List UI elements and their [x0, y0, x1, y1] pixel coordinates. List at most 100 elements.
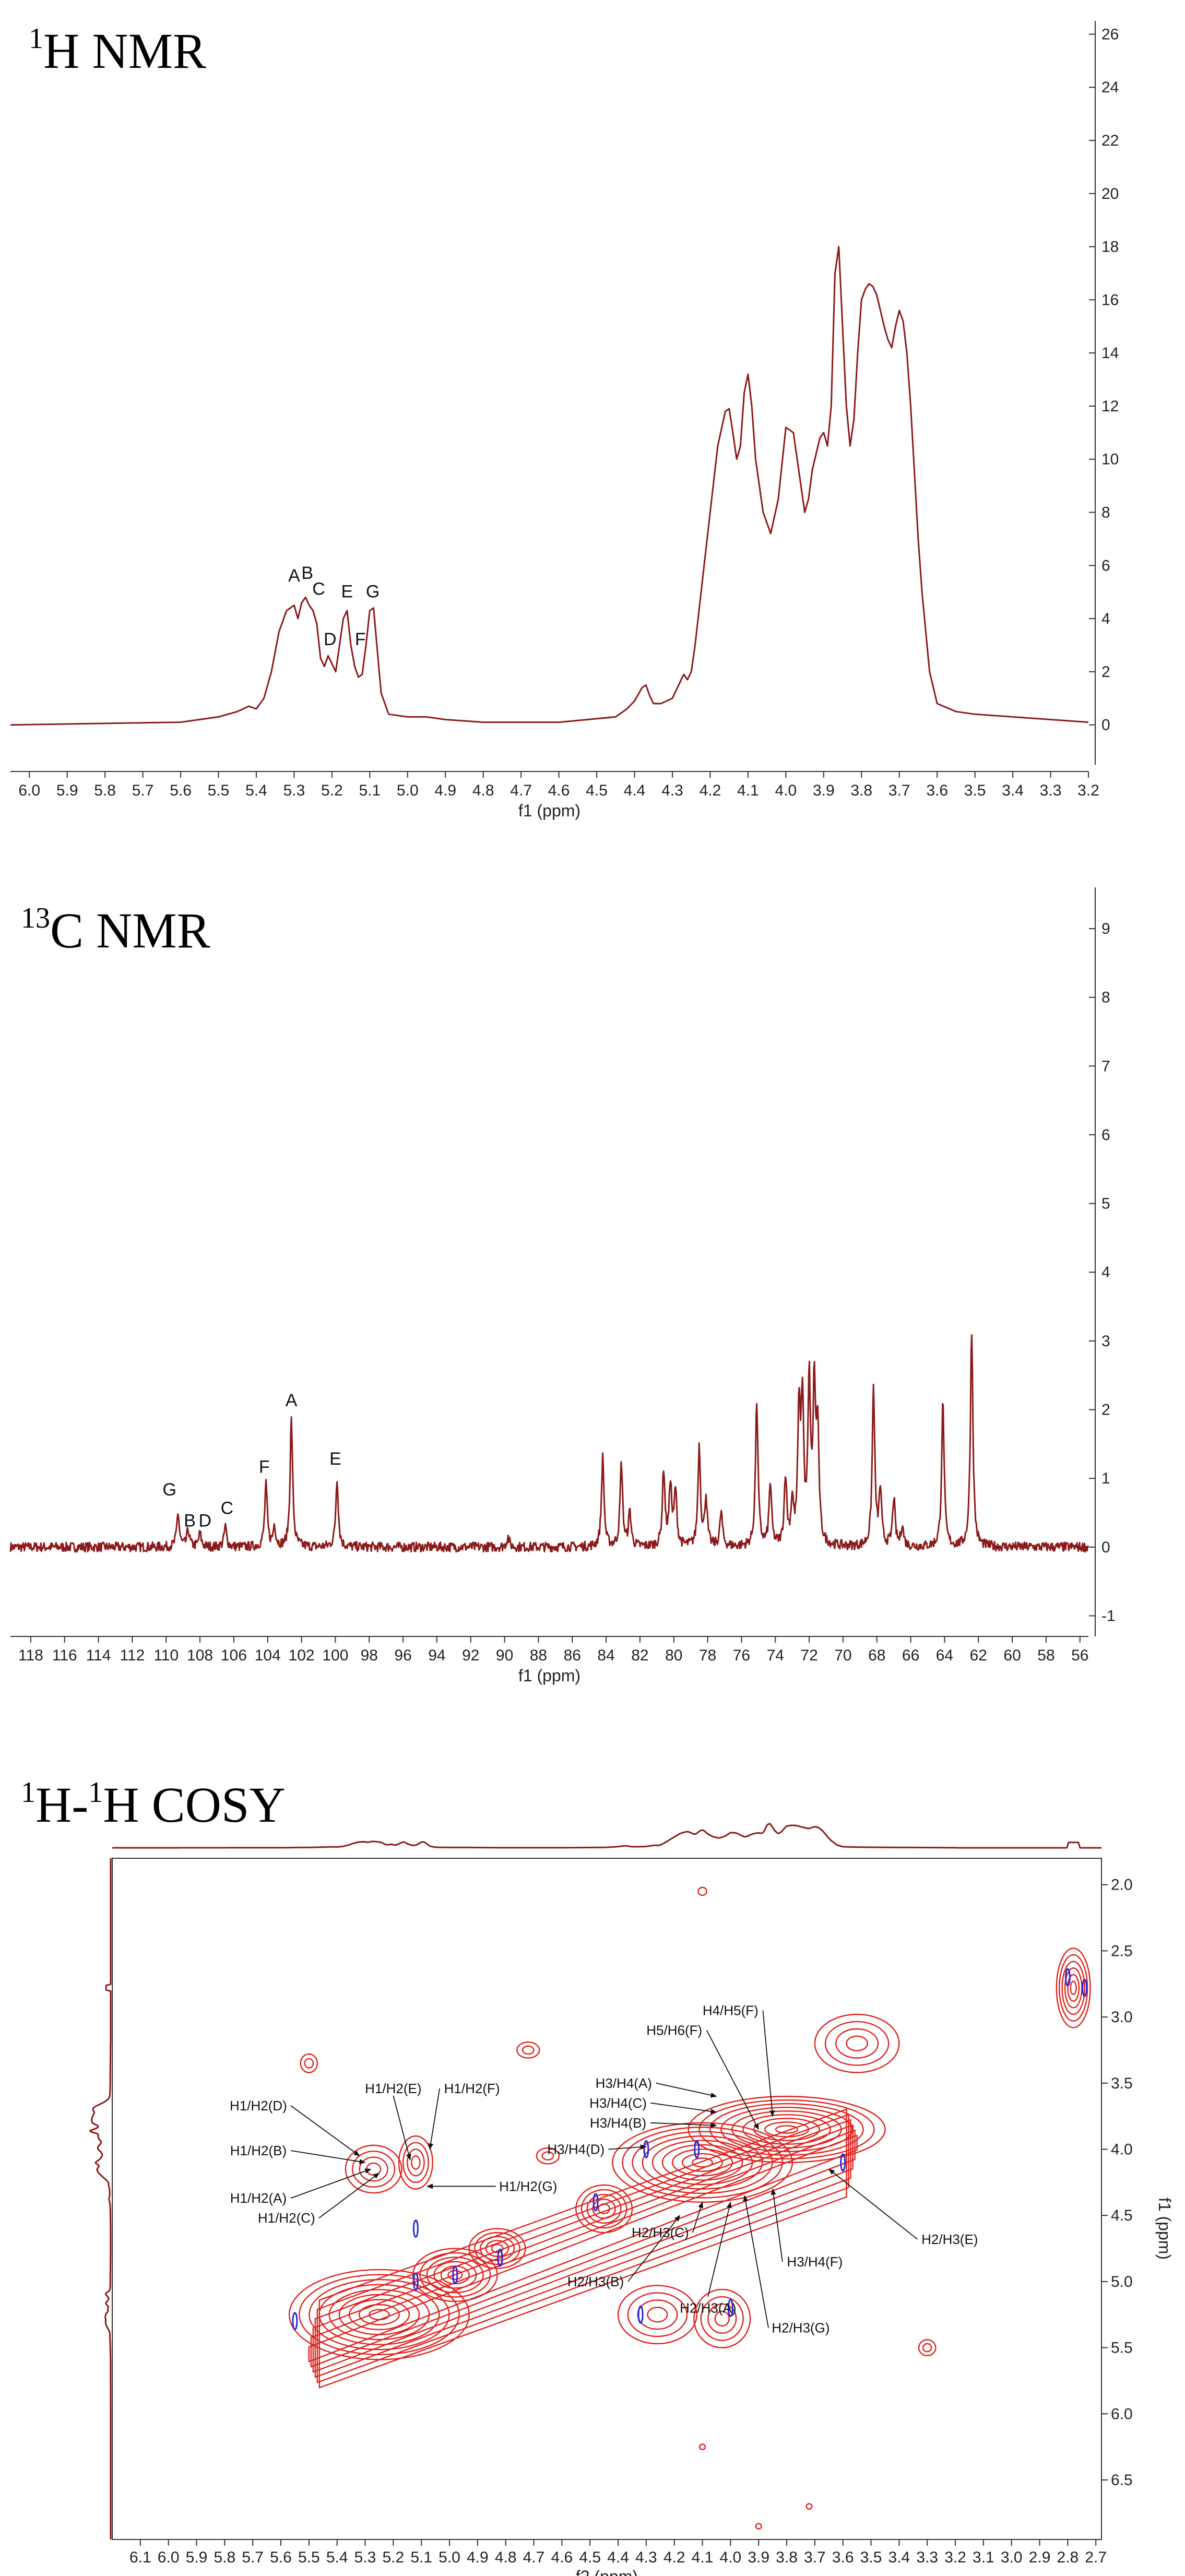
cosy-annotation-arrow	[318, 2173, 380, 2218]
cosy-negative-contour	[497, 2248, 503, 2267]
h_nmr-x-tick-label: 4.8	[472, 782, 494, 799]
cosy-annotation-label: H2/H3(G)	[772, 2320, 829, 2336]
cosy-x-tick-label: 4.0	[720, 2549, 742, 2566]
cosy-y-tick-label: 2.5	[1111, 1942, 1133, 1960]
c_nmr-x-tick-label: 118	[18, 1647, 43, 1664]
cosy-diagonal-peak-contour	[474, 2231, 520, 2265]
cosy-plot-frame	[112, 1858, 1102, 2540]
c_nmr-x-tick-label: 102	[289, 1647, 315, 1664]
h_nmr-y-tick-label: 22	[1101, 132, 1119, 149]
cosy-x-tick-label: 4.7	[523, 2549, 545, 2566]
cosy-diagonal-peak-contour	[309, 2279, 450, 2351]
h-nmr-title-superscript: 1	[29, 22, 43, 55]
h-nmr-peak-labels: A BC D E F G	[288, 563, 380, 649]
cosy-x-tick-label: 5.6	[270, 2549, 292, 2566]
cosy-annotation-arrow	[393, 2095, 411, 2160]
c_nmr-y-tick-label: 6	[1101, 1126, 1110, 1144]
h_nmr-x-tick-label: 3.3	[1040, 782, 1062, 799]
cosy-annotation-arrow	[706, 2030, 760, 2130]
cosy-annotation-label: H3/H4(B)	[590, 2115, 646, 2131]
cosy-diagonal-peak-contour	[688, 2095, 886, 2164]
cosy-diagonal-peak-contour	[433, 2261, 477, 2289]
c_nmr-x-tick-label: 56	[1071, 1647, 1088, 1664]
c_nmr-peak-label: E	[329, 1449, 341, 1469]
h_nmr-x-tick-label: 4.9	[434, 782, 456, 799]
cosy-x-tick-label: 5.2	[382, 2549, 404, 2566]
cosy-cross-peak-contour	[352, 2151, 396, 2188]
cosy-annotation-arrow	[428, 2088, 440, 2150]
cosy-cross-peak-contour	[835, 2028, 879, 2059]
c_nmr-x-tick-label: 94	[428, 1647, 445, 1664]
c_nmr-x-tick-label: 104	[255, 1647, 281, 1664]
cosy-diagonal-peak-contour	[671, 2148, 733, 2177]
h_nmr-y-tick-label: 20	[1101, 185, 1119, 203]
cosy-annotation-arrow	[762, 2010, 775, 2117]
h_nmr-x-tick-label: 5.8	[94, 782, 116, 799]
cosy-title: 1H-1H COSY	[21, 1776, 286, 1833]
cosy-x-tick-label: 5.8	[214, 2549, 235, 2566]
c-nmr-x-axis: 118 116 114 112 110 108 106 104 102 100 98 96 94 92 90…	[10, 1636, 1088, 1664]
h_nmr-x-tick-label: 4.6	[548, 782, 570, 799]
h-nmr-x-axis: 6.0 5.9 5.8 5.7 5.6 5.5 5.4 5.3 5.2 5.1 5.0 4.9 4.8 4…	[10, 771, 1099, 799]
cosy-cross-peak-contour	[345, 2144, 402, 2194]
cosy-x-tick-label: 3.4	[888, 2549, 910, 2566]
cosy-annotation-label: H3/H4(F)	[787, 2254, 843, 2270]
h_nmr-x-tick-label: 4.3	[661, 782, 683, 799]
c_nmr-x-tick-label: 72	[800, 1647, 817, 1664]
c-nmr-y-axis: -1 0 1 2 3 4 5 6 7 8 9	[1089, 887, 1116, 1636]
cosy-annotation-label: H1/H2(C)	[258, 2210, 315, 2226]
h_nmr-x-tick-label: 3.9	[813, 782, 835, 799]
cosy-x-tick-label: 4.8	[495, 2549, 517, 2566]
h_nmr-x-tick-label: 5.5	[208, 782, 230, 799]
cosy-x-tick-label: 5.9	[186, 2549, 208, 2566]
cosy-annotation-label: H3/H4(D)	[547, 2141, 605, 2157]
cosy-x-tick-label: 4.6	[551, 2549, 573, 2566]
h_nmr-peak-label: A	[288, 566, 300, 586]
cosy-y-tick-label: 4.5	[1111, 2207, 1133, 2224]
cosy-contours	[288, 1886, 1091, 2530]
c_nmr-y-tick-label: 9	[1101, 920, 1110, 937]
c_nmr-x-tick-label: 90	[496, 1647, 513, 1664]
h-nmr-title: 1H NMR	[29, 22, 206, 79]
c_nmr-x-tick-label: 78	[699, 1647, 716, 1664]
cosy-diagonal-peak-contour	[299, 2274, 460, 2356]
h_nmr-x-tick-label: 3.8	[850, 782, 872, 799]
h_nmr-x-tick-label: 4.7	[510, 782, 532, 799]
h-nmr-x-axis-label: f1 (ppm)	[518, 801, 580, 820]
h_nmr-y-tick-label: 14	[1101, 345, 1119, 362]
cosy-x-tick-label: 4.3	[635, 2549, 657, 2566]
h_nmr-y-tick-label: 2	[1101, 663, 1110, 681]
h_nmr-x-tick-label: 3.2	[1077, 782, 1099, 799]
c_nmr-x-tick-label: 58	[1037, 1647, 1054, 1664]
c_nmr-x-tick-label: 86	[564, 1647, 581, 1664]
cosy-negative-contour	[1082, 1978, 1088, 1997]
c_nmr-x-tick-label: 84	[597, 1647, 614, 1664]
cosy-x-tick-label: 3.3	[916, 2549, 938, 2566]
h_nmr-x-tick-label: 5.6	[170, 782, 192, 799]
cosy-annotation-arrow	[656, 2082, 717, 2098]
cosy-x-axis-label: f2 (ppm)	[576, 2567, 638, 2576]
cosy-cross-peak-contour	[359, 2156, 388, 2182]
cosy-diagonal-contour	[312, 2124, 854, 2373]
cosy-annotation-label: H1/H2(D)	[230, 2098, 287, 2114]
cosy-x-tick-label: 3.1	[973, 2549, 994, 2566]
cosy-cross-peak-contour	[922, 2343, 932, 2353]
cosy-diagonal-peak-contour	[661, 2144, 743, 2181]
h_nmr-peak-label: E	[341, 581, 353, 601]
cosy-negative-contour	[637, 2305, 644, 2324]
cosy-annotation-arrow	[290, 2105, 360, 2156]
c_nmr-peak-label: G	[162, 1480, 176, 1500]
cosy-diagonal-peak-contour	[358, 2304, 400, 2325]
c_nmr-x-tick-label: 80	[665, 1647, 682, 1664]
h_nmr-x-tick-label: 3.6	[926, 782, 948, 799]
cosy-annotations: H1/H2(D) H1/H2(B) H1/H2(A) H1/H2(C) H1/H2(E)…	[230, 2002, 978, 2335]
cosy-diagonal-peak-contour	[369, 2309, 390, 2320]
h_nmr-y-tick-label: 18	[1101, 239, 1119, 256]
cosy-diagonal-peak-contour	[491, 2243, 504, 2253]
cosy-annotation-label: H1/H2(G)	[499, 2178, 557, 2194]
cosy-y-tick-label: 6.0	[1111, 2405, 1133, 2423]
cosy-annotation-arrow	[771, 2188, 783, 2262]
cosy-diagonal-peak-contour	[468, 2228, 526, 2269]
h_nmr-y-tick-label: 26	[1101, 26, 1119, 43]
